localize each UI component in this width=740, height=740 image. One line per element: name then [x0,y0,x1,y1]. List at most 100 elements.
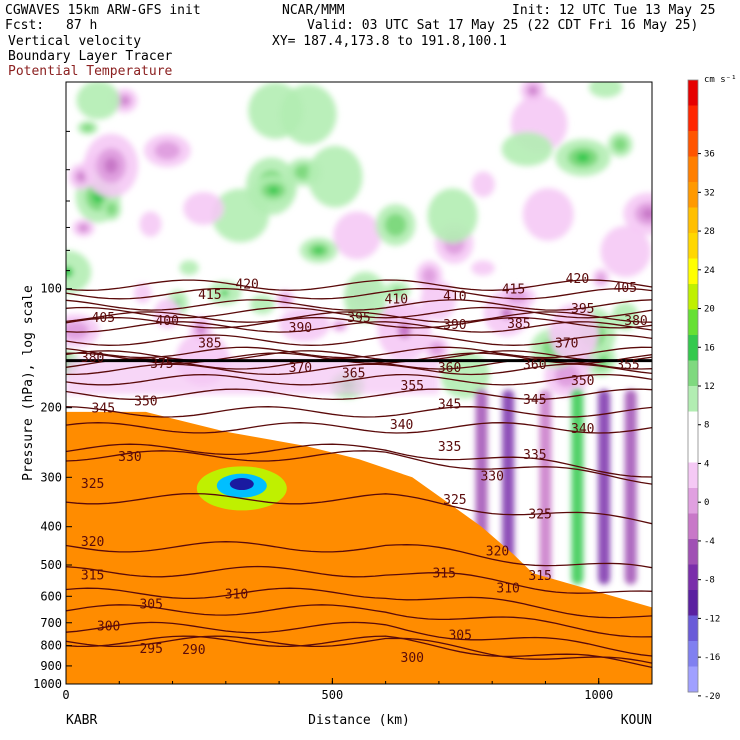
theta-415 [66,287,652,300]
theta-335 [66,443,652,478]
theta-305 [66,604,652,638]
w-blob-peak [104,157,118,174]
field-boundary-layer-tracer: Boundary Layer Tracer [8,49,173,64]
contour-label: 290 [182,643,205,658]
contour-label: 310 [496,581,519,596]
y-tick-label: 200 [40,401,62,415]
y-tick-label: 300 [40,470,62,484]
contour-label: 305 [448,629,471,644]
w-blob-core [596,272,606,284]
w-blob [153,298,181,329]
contour-label: 305 [139,597,162,612]
contour-label: 395 [571,302,594,317]
w-blob-peak [268,186,280,195]
contour-label: 300 [401,651,424,666]
w-blob [179,260,199,276]
contour-label: 400 [155,314,178,329]
fcst-label: Fcst: [5,18,45,33]
colorbar-swatch [688,233,698,259]
colorbar-label: 36 [704,150,715,160]
contour-label: 295 [139,642,162,657]
field-vertical-velocity: Vertical velocity [8,34,142,49]
colorbar-swatch [688,462,698,489]
contour-label: 320 [81,535,104,550]
org-label: NCAR/MMM [282,3,345,18]
contour-label: 345 [92,402,115,417]
model-title: CGWAVES 15km ARW-GFS init [5,3,201,18]
colorbar-swatch [688,105,698,132]
w-blob [588,82,623,98]
theta-375 [66,352,652,365]
theta-420 [66,279,652,291]
contour-label: 395 [347,311,370,326]
contour-label: 325 [81,477,104,492]
x-axis-label: Distance (km) [308,713,410,728]
colorbar-swatch [688,437,698,463]
colorbar: cm s⁻¹ 36 32 28 24 20 16 12 8 4 0 -4 -8 -12 -16 -20 [687,75,737,702]
w-blob-core [429,341,444,356]
theta-300 [66,621,652,657]
upper-w-blobs [66,82,652,399]
colorbar-swatch [688,131,698,157]
colorbar-label: -4 [704,537,715,547]
contour-label: 340 [571,422,594,437]
colorbar-swatch [688,590,698,616]
contour-label: 350 [571,374,594,389]
w-blob-peak [80,225,87,231]
w-blob [471,171,495,198]
y-tick-label: 600 [40,589,62,603]
contour-label: 330 [118,450,141,465]
colorbar-label: 16 [704,343,715,353]
colorbar-swatch [688,641,698,667]
y-tick-label: 400 [40,520,62,534]
colorbar-label: 0 [704,498,709,508]
theta-295 [66,635,652,664]
colorbar-swatch [688,156,698,183]
contour-label: 420 [566,272,589,287]
theta-380 [66,346,652,359]
w-blob [76,82,121,120]
theta-290 [66,635,652,669]
w-blob-core [106,202,117,216]
colorbar-label: 12 [704,382,715,392]
w-blob-core [554,364,580,388]
w-streak [502,389,515,585]
w-streak [571,389,584,585]
contour-label: 380 [624,314,647,329]
x-tick-label: 1000 [584,688,613,702]
colorbar-label: 4 [704,459,709,469]
y-tick-label: 800 [40,639,62,653]
colorbar-unit: cm s⁻¹ [704,75,737,85]
contour-label: 350 [134,395,157,410]
contour-label: 405 [614,281,637,296]
colorbar-swatch [688,386,698,412]
w-blob [333,211,382,260]
w-blob [471,260,495,276]
w-blob-core [384,213,407,237]
theta-385 [66,334,652,346]
theta-360 [66,363,652,376]
colorbar-swatch [688,284,698,310]
colorbar-swatch [688,309,698,336]
colorbar-swatch [688,207,698,234]
w-streak [598,389,611,585]
contour-label: 370 [289,361,312,376]
contour-label: 300 [97,620,120,635]
w-blob-core [66,321,89,340]
w-blob-peak [313,247,324,254]
w-blob-peak [220,290,229,296]
theta-355 [66,373,652,386]
w-blob-peak [529,87,537,94]
right-endpoint-label: KOUN [621,713,652,728]
colorbar-label: -8 [704,576,715,586]
colorbar-swatch [688,258,698,285]
contour-label: 315 [528,569,551,584]
contour-label: 355 [401,379,424,394]
contour-label: 330 [480,470,503,485]
theta-405 [66,306,652,319]
colorbar-label: 8 [704,421,709,431]
y-axis-label: Pressure (hPa), log scale [21,285,36,481]
w-blob [133,283,152,304]
y-tick-label: 700 [40,616,62,630]
contour-label: 335 [438,440,461,455]
